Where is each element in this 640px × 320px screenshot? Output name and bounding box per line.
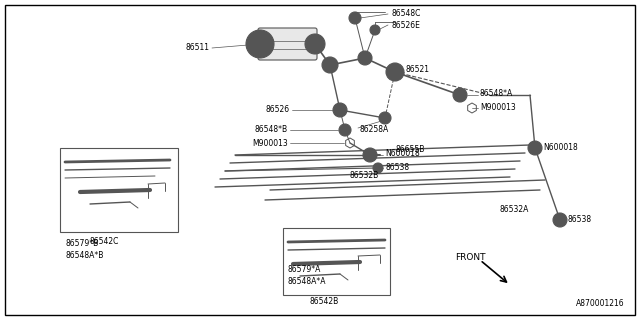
Text: N600018: N600018: [543, 142, 578, 151]
Circle shape: [373, 163, 383, 173]
Text: 86538: 86538: [567, 215, 591, 225]
Text: 86532A: 86532A: [500, 205, 529, 214]
Circle shape: [257, 41, 263, 47]
Circle shape: [322, 57, 338, 73]
Text: M900013: M900013: [480, 103, 516, 113]
Text: 86548*A: 86548*A: [480, 89, 513, 98]
Text: 86258A: 86258A: [360, 125, 389, 134]
Circle shape: [328, 63, 332, 67]
Bar: [60, 148, 178, 232]
Circle shape: [358, 51, 372, 65]
Polygon shape: [468, 103, 476, 113]
Text: 86542B: 86542B: [310, 298, 339, 307]
Circle shape: [370, 25, 380, 35]
Text: N600018: N600018: [385, 148, 420, 157]
Text: FRONT: FRONT: [455, 253, 486, 262]
Circle shape: [393, 70, 397, 74]
Text: 86579*B: 86579*B: [65, 239, 99, 249]
Text: 86548A*B: 86548A*B: [65, 252, 104, 260]
Text: A870001216: A870001216: [577, 299, 625, 308]
Circle shape: [453, 88, 467, 102]
Text: 86548A*A: 86548A*A: [288, 277, 326, 286]
Text: 86548*B: 86548*B: [255, 125, 288, 134]
Circle shape: [528, 141, 542, 155]
Circle shape: [246, 30, 274, 58]
Polygon shape: [346, 138, 355, 148]
Text: 86548C: 86548C: [392, 10, 421, 19]
Text: 86526: 86526: [266, 106, 290, 115]
Text: 86526E: 86526E: [392, 20, 421, 29]
Text: M900013: M900013: [252, 139, 288, 148]
Text: 86538: 86538: [385, 163, 409, 172]
Circle shape: [379, 112, 391, 124]
Text: 86579*A: 86579*A: [288, 266, 321, 275]
Circle shape: [305, 34, 325, 54]
Circle shape: [333, 103, 347, 117]
Bar: [283, 228, 390, 295]
Text: 86655B: 86655B: [395, 146, 424, 155]
Circle shape: [386, 63, 404, 81]
Circle shape: [553, 213, 567, 227]
Text: 86532B: 86532B: [350, 171, 380, 180]
Text: 86542C: 86542C: [90, 237, 120, 246]
Text: 86511: 86511: [186, 44, 210, 52]
Circle shape: [339, 124, 351, 136]
Circle shape: [363, 148, 377, 162]
Text: 86521: 86521: [405, 66, 429, 75]
FancyBboxPatch shape: [258, 28, 317, 60]
Circle shape: [349, 12, 361, 24]
